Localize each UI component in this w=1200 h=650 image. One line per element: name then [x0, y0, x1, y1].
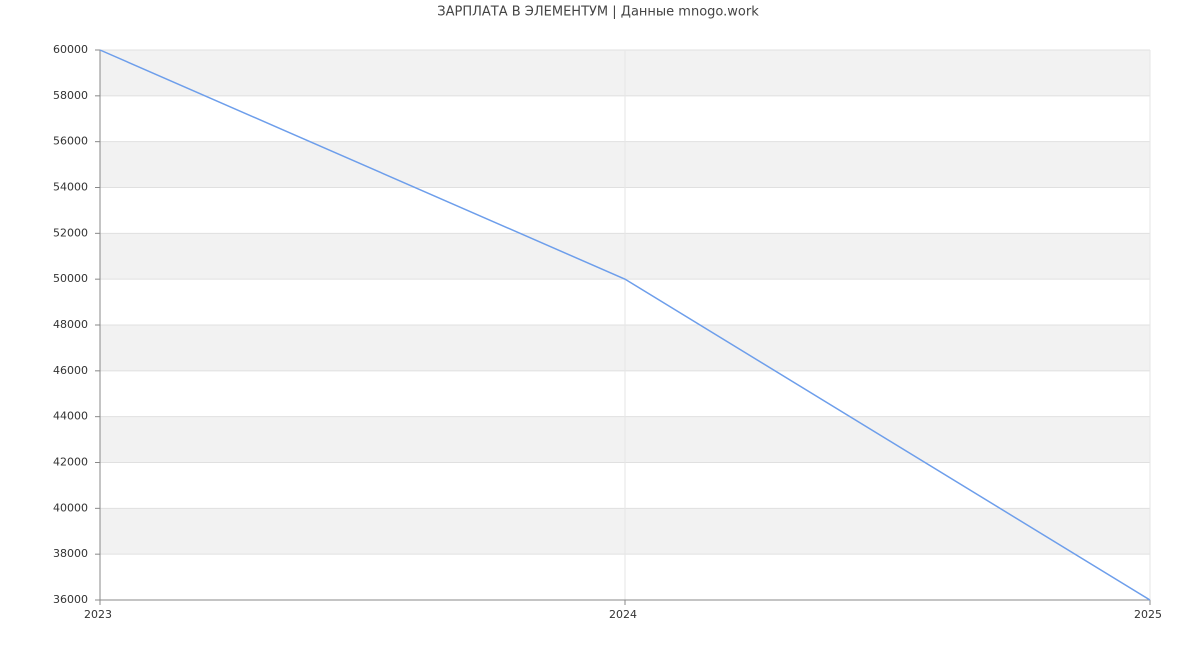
y-tick-label: 60000 — [53, 43, 88, 56]
y-tick-label: 46000 — [53, 364, 88, 377]
y-tick-label: 44000 — [53, 410, 88, 423]
x-tick-label: 2024 — [609, 608, 637, 621]
y-tick-label: 58000 — [53, 89, 88, 102]
y-tick-label: 42000 — [53, 456, 88, 469]
y-tick-label: 48000 — [53, 318, 88, 331]
x-tick-label: 2023 — [84, 608, 112, 621]
x-tick-label: 2025 — [1134, 608, 1162, 621]
y-tick-label: 40000 — [53, 501, 88, 514]
y-tick-label: 38000 — [53, 547, 88, 560]
data-line — [99, 49, 1151, 601]
y-tick-label: 52000 — [53, 226, 88, 239]
y-tick-label: 54000 — [53, 181, 88, 194]
chart-title: ЗАРПЛАТА В ЭЛЕМЕНТУМ | Данные mnogo.work — [437, 5, 759, 20]
y-tick-label: 56000 — [53, 135, 88, 148]
y-tick-label: 36000 — [53, 593, 88, 606]
y-tick-label: 50000 — [53, 272, 88, 285]
